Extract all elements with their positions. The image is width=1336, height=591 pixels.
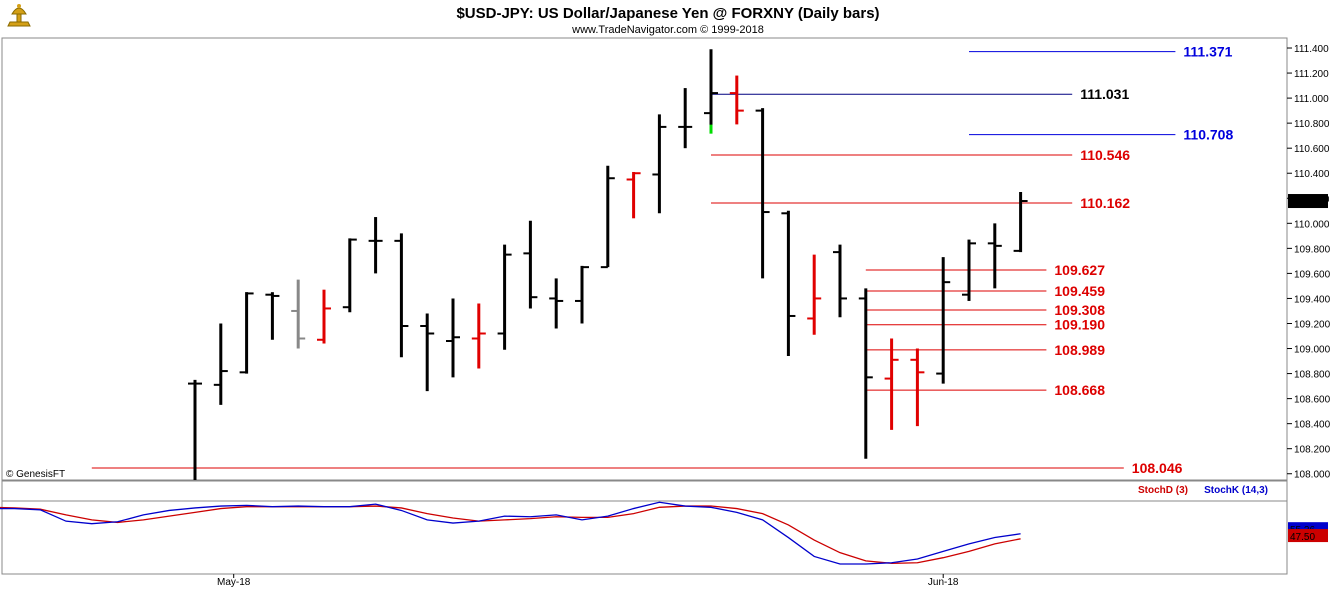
stochastic-panel (1, 480, 1288, 575)
level-label: 109.190 (1054, 317, 1105, 333)
level-label: 109.308 (1054, 302, 1105, 318)
level-label: 108.046 (1132, 460, 1183, 476)
y-tick-label: 111.400 (1294, 44, 1329, 55)
y-tick-label: 110.800 (1294, 119, 1330, 130)
y-tick-label: 108.200 (1294, 445, 1331, 456)
y-tick-label: 109.600 (1294, 269, 1331, 280)
level-label: 111.371 (1183, 44, 1232, 60)
level-label: 108.668 (1054, 382, 1105, 398)
last-price-box (1288, 194, 1328, 209)
chart-title: $USD-JPY: US Dollar/Japanese Yen @ FORXN… (456, 5, 879, 22)
lamp-logo-icon (7, 4, 31, 27)
x-tick-label: May-18 (217, 577, 251, 588)
y-tick-label: 110.600 (1294, 144, 1330, 155)
x-tick-label: Jun-18 (928, 577, 959, 588)
stochd-label: StochD (3) (1138, 485, 1188, 496)
stochd-value-box (1288, 529, 1328, 543)
stochd-line (0, 505, 1021, 565)
level-label: 110.546 (1080, 147, 1130, 163)
level-label: 110.708 (1183, 127, 1233, 143)
y-tick-label: 111.200 (1294, 69, 1329, 80)
level-label: 108.989 (1054, 342, 1105, 358)
chart-subtitle: www.TradeNavigator.com © 1999-2018 (571, 24, 764, 36)
stochk-line (0, 501, 1021, 565)
level-label: 109.459 (1054, 283, 1105, 299)
y-tick-label: 109.800 (1294, 244, 1331, 255)
last-price-label: 110.178 (1290, 197, 1326, 208)
y-tick-label: 109.400 (1294, 294, 1331, 305)
stochk-label: StochK (14,3) (1204, 485, 1268, 496)
y-tick-label: 108.400 (1294, 420, 1331, 431)
level-label: 110.162 (1080, 195, 1130, 211)
y-tick-label: 108.600 (1294, 395, 1331, 406)
stochd-value: 47.50 (1290, 532, 1315, 543)
y-tick-label: 110.400 (1294, 169, 1330, 180)
level-label: 111.031 (1080, 86, 1129, 102)
y-tick-label: 108.800 (1294, 370, 1331, 381)
price-panel (1, 37, 1288, 481)
copyright-text: © GenesisFT (6, 469, 65, 480)
y-tick-label: 109.200 (1294, 319, 1331, 330)
level-label: 109.627 (1054, 262, 1105, 278)
y-tick-label: 110.000 (1294, 219, 1330, 230)
y-tick-label: 108.000 (1294, 470, 1331, 481)
y-tick-label: 109.000 (1294, 345, 1331, 356)
y-tick-label: 111.000 (1294, 94, 1329, 105)
